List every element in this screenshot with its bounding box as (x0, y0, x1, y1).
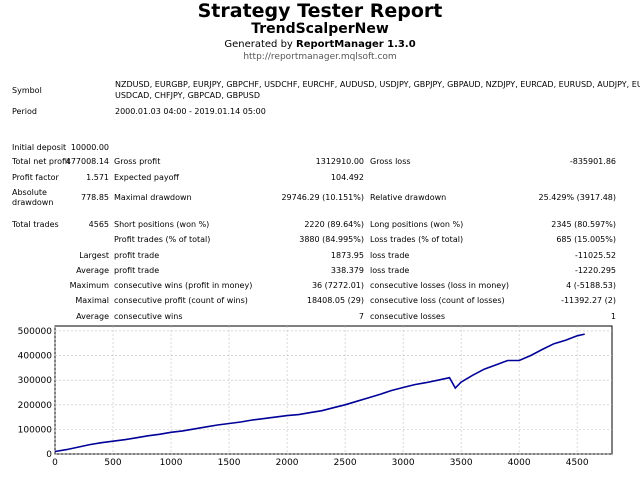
maximal-cons-profit-value: 18408.05 (29) (306, 296, 364, 305)
gross-profit-value: 1312910.00 (315, 157, 364, 166)
x-tick-label: 4000 (508, 458, 531, 468)
average-profit-label: profit trade (114, 266, 160, 275)
absolute-drawdown-value: 778.85 (81, 193, 109, 202)
x-tick-label: 2500 (334, 458, 357, 468)
symbol-label: Symbol (12, 86, 42, 95)
y-tick-label: 400000 (18, 352, 53, 362)
max-cons-wins-label: consecutive wins (profit in money) (114, 281, 253, 290)
avg-cons-losses-value: 1 (610, 312, 616, 321)
profit-trades-value: 3880 (84.995%) (299, 235, 364, 244)
max-cons-wins-value: 36 (7272.01) (311, 281, 364, 290)
y-tick-label: 300000 (18, 376, 53, 386)
largest-loss-value: -11025.52 (574, 251, 616, 260)
relative-drawdown-value: 25.429% (3917.48) (538, 193, 616, 202)
long-positions-value: 2345 (80.597%) (551, 220, 616, 229)
total-trades-label: Total trades (12, 220, 59, 229)
initial-deposit-label: Initial deposit (12, 143, 67, 152)
symbol-line-1: NZDUSD, EURGBP, EURJPY, GBPCHF, USDCHF, … (115, 80, 640, 89)
y-tick-label: 100000 (18, 425, 53, 435)
period-value: 2000.01.03 04:00 - 2019.01.14 05:00 (115, 107, 266, 116)
profit-trades-label: Profit trades (% of total) (114, 235, 211, 244)
long-positions-label: Long positions (won %) (370, 220, 464, 229)
absolute-drawdown-label-2: drawdown (12, 198, 54, 207)
max-cons-losses-label: consecutive losses (loss in money) (370, 281, 510, 290)
initial-deposit-value: 10000.00 (70, 143, 109, 152)
x-tick-label: 3000 (392, 458, 415, 468)
profit-factor-label: Profit factor (12, 173, 59, 182)
short-positions-label: Short positions (won %) (114, 220, 210, 229)
loss-trades-value: 685 (15.005%) (556, 235, 616, 244)
report-url: http://reportmanager.mqlsoft.com (243, 52, 397, 62)
maximal-drawdown-label: Maximal drawdown (114, 193, 192, 202)
avg-cons-losses-label: consecutive losses (370, 312, 446, 321)
average-label: Average (76, 266, 109, 275)
largest-profit-label: profit trade (114, 251, 160, 260)
largest-profit-value: 1873.95 (330, 251, 364, 260)
y-tick-label: 500000 (18, 327, 53, 337)
maximal-cons-loss-value: -11392.27 (2) (561, 296, 616, 305)
y-tick-label: 0 (46, 450, 52, 460)
x-tick-label: 0 (52, 458, 58, 468)
maximal-label: Maximal (75, 296, 109, 305)
generated-prefix: Generated by (224, 39, 293, 50)
total-trades-value: 4565 (88, 220, 109, 229)
maximal-cons-profit-label: consecutive profit (count of wins) (114, 296, 248, 305)
avg-cons-wins-value: 7 (358, 312, 364, 321)
x-tick-label: 2000 (276, 458, 299, 468)
average-2-label: Average (76, 312, 109, 321)
report-title: Strategy Tester Report (197, 0, 443, 22)
relative-drawdown-label: Relative drawdown (370, 193, 447, 202)
total-net-profit-label: Total net profit (12, 157, 71, 166)
x-tick-label: 3500 (450, 458, 473, 468)
largest-loss-label: loss trade (370, 251, 410, 260)
total-net-profit-value: 477008.14 (65, 157, 109, 166)
short-positions-value: 2220 (89.64%) (304, 220, 364, 229)
profit-factor-value: 1.571 (86, 173, 109, 182)
report-subtitle: TrendScalperNew (251, 21, 389, 37)
average-loss-value: -1220.295 (574, 266, 616, 275)
balance-chart-svg: 0 100000 200000 300000 400000 500000 0 500 1000 1… (18, 325, 613, 468)
maximum-label: Maximum (69, 281, 109, 290)
symbol-line-2: USDCAD, CHFJPY, GBPCAD, GBPUSD (115, 91, 261, 100)
period-label: Period (12, 107, 37, 116)
average-profit-value: 338.379 (330, 266, 364, 275)
expected-payoff-label: Expected payoff (114, 173, 179, 182)
generator-name: ReportManager 1.3.0 (296, 39, 416, 50)
absolute-drawdown-label-1: Absolute (12, 188, 47, 197)
maximal-drawdown-value: 29746.29 (10.151%) (281, 193, 364, 202)
plot-frame (54, 325, 613, 455)
y-tick-label: 200000 (18, 401, 53, 411)
gross-profit-label: Gross profit (114, 157, 161, 166)
gross-loss-label: Gross loss (370, 157, 411, 166)
maximal-cons-loss-label: consecutive loss (count of losses) (370, 296, 505, 305)
expected-payoff-value: 104.492 (330, 173, 364, 182)
x-tick-label: 1000 (160, 458, 183, 468)
balance-line (54, 333, 585, 453)
largest-label: Largest (79, 251, 109, 260)
x-tick-label: 1500 (218, 458, 241, 468)
loss-trades-label: Loss trades (% of total) (370, 235, 464, 244)
gross-loss-value: -835901.86 (569, 157, 616, 166)
balance-chart: 0 100000 200000 300000 400000 500000 0 500 1000 1… (0, 322, 640, 480)
x-tick-label: 4500 (566, 458, 589, 468)
generated-by: Generated by ReportManager 1.3.0 (0, 39, 640, 50)
average-loss-label: loss trade (370, 266, 410, 275)
avg-cons-wins-label: consecutive wins (114, 312, 183, 321)
max-cons-losses-value: 4 (-5188.53) (566, 281, 616, 290)
x-tick-label: 500 (104, 458, 121, 468)
